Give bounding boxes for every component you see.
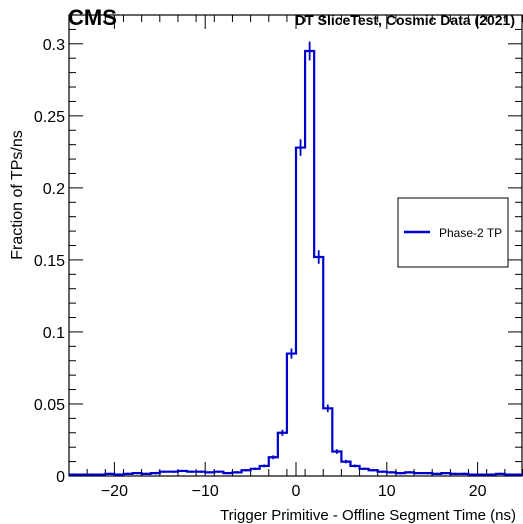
y-tick-label: 0.3: [43, 37, 65, 54]
y-tick-label: 0: [56, 469, 65, 486]
x-tick-label: 20: [469, 483, 487, 500]
legend-entry-label: Phase-2 TP: [439, 226, 502, 240]
x-tick-label: −10: [192, 483, 219, 500]
y-tick-label: 0.2: [43, 181, 65, 198]
x-tick-label: 10: [378, 483, 396, 500]
x-axis-title: Trigger Primitive - Offline Segment Time…: [220, 507, 516, 524]
y-tick-label: 0.1: [43, 325, 65, 342]
y-axis-title: Fraction of TPs/ns: [9, 130, 26, 260]
dataset-caption: DT SliceTest, Cosmic Data (2021): [295, 12, 515, 28]
x-tick-label: 0: [292, 483, 301, 500]
histogram-layer: [69, 41, 523, 476]
tick-layer: 0 0.05 0.1 0.15 0.2 0.25 0.3 −20 −10 0 10 20: [34, 14, 523, 500]
y-tick-label: 0.05: [34, 397, 65, 414]
legend: Phase-2 TP: [397, 197, 509, 268]
histogram-series-path: [69, 49, 523, 476]
x-tick-label: −20: [101, 483, 128, 500]
y-tick-label: 0.15: [34, 253, 65, 270]
experiment-label: CMS: [68, 5, 117, 30]
y-tick-label: 0.25: [34, 109, 65, 126]
